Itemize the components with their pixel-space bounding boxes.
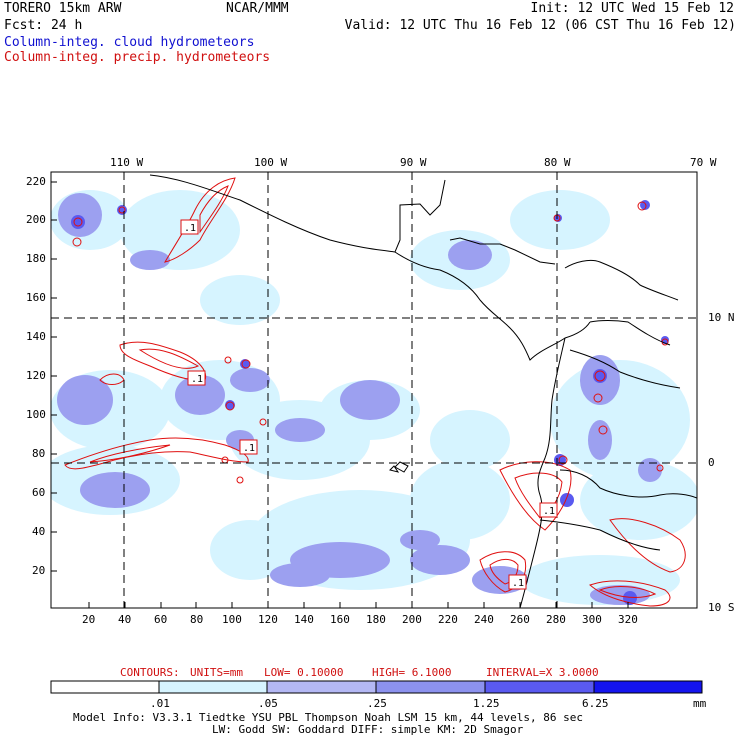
legend-colorbar xyxy=(50,680,703,694)
precip-field-title: Column-integ. precip. hydrometeors xyxy=(4,50,271,65)
hydrometeor-shading xyxy=(51,174,697,608)
legend-threshold: .25 xyxy=(367,697,387,710)
x-tick-label: 80 xyxy=(190,613,204,626)
x-tick-label: 20 xyxy=(82,613,96,626)
lon-label: 110 W xyxy=(110,156,144,169)
contour-label-box xyxy=(539,502,558,518)
lat-label: 0 xyxy=(708,456,715,469)
x-tick-label: 180 xyxy=(366,613,386,626)
model-info-line1: Model Info: V3.3.1 Tiedtke YSU PBL Thomp… xyxy=(73,711,583,724)
forecast-hour: Fcst: 24 h xyxy=(4,18,83,33)
contour-label-box xyxy=(239,439,258,455)
x-tick-label: 60 xyxy=(154,613,168,626)
y-tick-label: 200 xyxy=(26,213,46,226)
y-tick-label: 220 xyxy=(26,175,46,188)
contour-label-box xyxy=(508,574,527,590)
x-tick-label: 200 xyxy=(402,613,422,626)
y-tick-label: 180 xyxy=(26,252,46,265)
cloud-field-title: Column-integ. cloud hydrometeors xyxy=(4,35,255,50)
contour-label: .1 xyxy=(512,578,524,589)
contour-info-label: CONTOURS: xyxy=(120,666,180,679)
legend-threshold: 6.25 xyxy=(582,697,609,710)
y-tick-label: 160 xyxy=(26,291,46,304)
init-time: Init: 12 UTC Wed 15 Feb 12 xyxy=(530,1,735,16)
contour-interval: INTERVAL=X 3.0000 xyxy=(486,666,599,679)
x-tick-label: 300 xyxy=(582,613,602,626)
x-tick-label: 140 xyxy=(294,613,314,626)
model-info-line2: LW: Godd SW: Goddard DIFF: simple KM: 2D… xyxy=(212,723,524,736)
x-tick-label: 240 xyxy=(474,613,494,626)
contour-low: LOW= 0.10000 xyxy=(264,666,344,679)
valid-time: Valid: 12 UTC Thu 16 Feb 12 (06 CST Thu … xyxy=(344,18,736,33)
legend-threshold: .05 xyxy=(258,697,278,710)
y-tick-label: 120 xyxy=(26,369,46,382)
contour-label: .1 xyxy=(243,443,255,454)
legend-threshold: 1.25 xyxy=(473,697,500,710)
map-frame xyxy=(50,171,698,609)
model-title: TORERO 15km ARW xyxy=(4,1,122,16)
lon-label: 70 W xyxy=(690,156,717,169)
x-tick-label: 120 xyxy=(258,613,278,626)
y-tick-label: 80 xyxy=(32,447,46,460)
lat-lon-grid xyxy=(51,172,697,608)
legend-unit: mm xyxy=(693,697,707,710)
y-tick-label: 20 xyxy=(32,564,46,577)
coastlines xyxy=(149,174,697,608)
x-tick-label: 40 xyxy=(118,613,132,626)
lon-label: 90 W xyxy=(400,156,427,169)
contour-label: .1 xyxy=(184,223,196,234)
contour-label: .1 xyxy=(191,374,203,385)
y-tick-label: 60 xyxy=(32,486,46,499)
lon-label: 100 W xyxy=(254,156,288,169)
lat-label: 10 N xyxy=(708,311,735,324)
y-tick-label: 140 xyxy=(26,330,46,343)
organization-label: NCAR/MMM xyxy=(226,1,289,16)
legend-threshold: .01 xyxy=(150,697,170,710)
x-tick-label: 280 xyxy=(546,613,566,626)
x-tick-label: 100 xyxy=(222,613,242,626)
lon-label: 80 W xyxy=(544,156,571,169)
x-tick-label: 320 xyxy=(618,613,638,626)
contour-label-box xyxy=(187,370,206,386)
x-tick-label: 260 xyxy=(510,613,530,626)
contour-label-box xyxy=(180,219,199,235)
lat-label: 10 S xyxy=(708,601,735,614)
y-tick-label: 40 xyxy=(32,525,46,538)
contour-units: UNITS=mm xyxy=(190,666,243,679)
axis-ticks xyxy=(51,181,629,608)
contour-label: .1 xyxy=(543,506,555,517)
x-tick-label: 160 xyxy=(330,613,350,626)
y-tick-label: 100 xyxy=(26,408,46,421)
x-tick-label: 220 xyxy=(438,613,458,626)
contour-high: HIGH= 6.1000 xyxy=(372,666,452,679)
